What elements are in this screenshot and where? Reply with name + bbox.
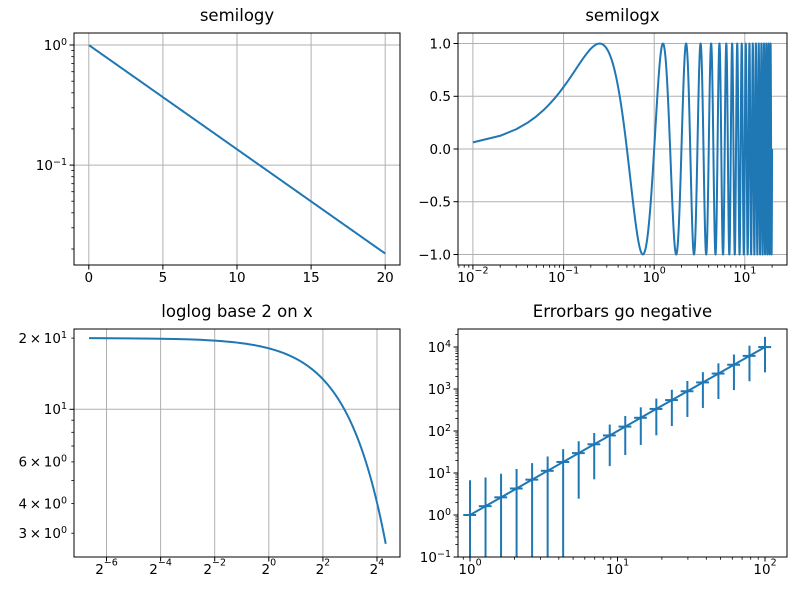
x-tick-label: 0 (85, 270, 94, 286)
y-minor-tick-label: 3 × 100 (18, 525, 67, 542)
y-tick-label: 1.0 (430, 36, 451, 52)
y-tick-label: 101 (428, 465, 451, 482)
y-tick-label: 101 (44, 401, 67, 418)
axes-border (73, 328, 401, 558)
axis-minor-ticks (455, 333, 759, 560)
subplot-semilogx: 10−2 10−1 100 101−1.0−0.50.00.51.0 (418, 32, 788, 286)
y-tick-label: 10−1 (420, 549, 451, 566)
title-semilogy: semilogy (199, 6, 275, 25)
series-line (88, 44, 386, 255)
y-tick-label: 104 (428, 339, 451, 356)
title-errorbar-negative: Errorbars go negative (532, 302, 713, 321)
y-tick-label: −1.0 (418, 247, 451, 263)
axis-minor-ticks (458, 265, 773, 268)
title-loglog-base2: loglog base 2 on x (161, 302, 313, 321)
axis-ticks (69, 408, 378, 562)
axis-ticks (69, 44, 386, 270)
series-line (89, 337, 387, 545)
x-tick-label: 15 (303, 270, 320, 286)
y-tick-label: 100 (44, 37, 67, 54)
x-tick-label: 2−4 (149, 558, 172, 578)
axis-tick-labels: 0 5 10 15 20 100 10−1 (36, 37, 394, 286)
series-line (469, 346, 766, 516)
y-tick-label: −0.5 (418, 195, 451, 211)
y-tick-label: 103 (428, 381, 451, 398)
title-semilogx: semilogx (585, 6, 660, 25)
axis-minor-ticks (71, 50, 74, 250)
series-line (472, 42, 774, 256)
y-tick-label: 10−1 (36, 157, 67, 174)
x-tick-label: 2−2 (203, 558, 226, 578)
axes-border (457, 328, 788, 558)
y-minor-tick-label: 6 × 100 (18, 454, 67, 471)
x-tick-label: 5 (159, 270, 168, 286)
grid (74, 329, 400, 557)
grid (74, 33, 400, 265)
x-tick-label: 10 (228, 270, 245, 286)
axis-ticks (453, 43, 746, 270)
x-tick-label: 20 (377, 270, 394, 286)
errorbar-series (463, 336, 772, 557)
axis-minor-ticks (71, 337, 74, 534)
x-tick-label: 2−6 (95, 558, 118, 578)
y-minor-tick-label: 4 × 100 (18, 495, 67, 512)
y-tick-label: 0.0 (430, 142, 451, 158)
y-tick-label: 102 (428, 423, 451, 440)
y-tick-label: 0.5 (430, 89, 451, 105)
axis-ticks (453, 346, 766, 562)
subplot-semilogy: 0 5 10 15 20 100 10−1 (36, 32, 401, 286)
y-minor-tick-label: 2 × 101 (18, 330, 67, 347)
y-tick-label: 100 (428, 507, 451, 524)
